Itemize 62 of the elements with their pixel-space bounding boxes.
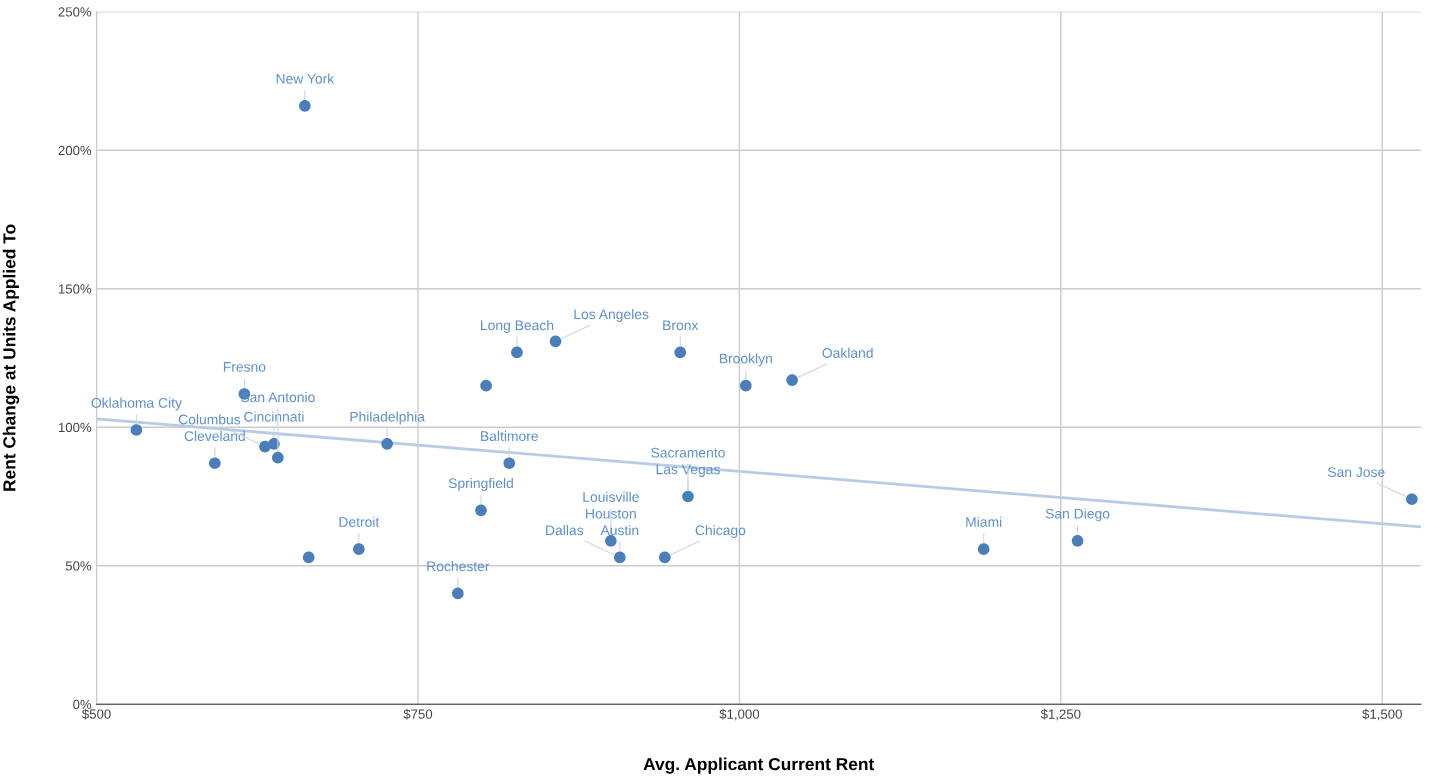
y-tick-label: 250% bbox=[58, 7, 92, 17]
point bbox=[1406, 493, 1418, 506]
y-tick-label: 100% bbox=[58, 422, 92, 433]
annotation: Oklahoma City bbox=[91, 397, 182, 411]
annotation: Columbus bbox=[178, 414, 241, 425]
annotation: San Diego bbox=[1045, 508, 1110, 522]
y-tick-label: 50% bbox=[65, 561, 92, 571]
annotation: Austin bbox=[600, 525, 639, 536]
y-axis-title: Rent Change at Units Applied To bbox=[2, 224, 20, 491]
annotation: Rochester bbox=[427, 561, 490, 572]
annotation: Chicago bbox=[695, 525, 746, 538]
point bbox=[682, 490, 694, 503]
point bbox=[1071, 534, 1084, 547]
point bbox=[786, 374, 798, 386]
annotation: Long Beach bbox=[481, 320, 554, 333]
point bbox=[268, 438, 280, 450]
point bbox=[452, 587, 464, 600]
annotation: Fresno bbox=[223, 362, 266, 372]
point bbox=[740, 379, 752, 392]
annotation: San Jose bbox=[1327, 467, 1385, 478]
point bbox=[302, 551, 315, 564]
annotation: Houston bbox=[586, 508, 636, 519]
annotation: Cleveland bbox=[184, 430, 245, 442]
annotation: Las Vegas bbox=[656, 464, 720, 478]
point bbox=[674, 346, 687, 359]
x-tick-label: $1,250 bbox=[1040, 708, 1081, 721]
annotation: Brooklyn bbox=[719, 353, 772, 367]
annotation: Springfield bbox=[448, 477, 513, 491]
annotation: Cincinnati bbox=[244, 411, 304, 422]
point bbox=[299, 100, 311, 112]
point bbox=[480, 379, 492, 392]
point bbox=[475, 504, 487, 517]
point bbox=[503, 457, 516, 470]
x-tick-label: $1,500 bbox=[1362, 708, 1402, 721]
annotation: New York bbox=[276, 73, 335, 84]
annotation: Bronx bbox=[663, 320, 699, 331]
point bbox=[659, 551, 671, 564]
x-tick-label: $500 bbox=[82, 708, 111, 720]
y-tick-label: 150% bbox=[58, 284, 92, 294]
annotation: Dallas bbox=[546, 525, 584, 536]
annotation: Detroit bbox=[339, 516, 380, 527]
point bbox=[549, 335, 562, 348]
point bbox=[272, 451, 284, 464]
y-tick-label: 0% bbox=[73, 699, 92, 710]
point bbox=[977, 543, 990, 555]
point bbox=[614, 551, 626, 564]
x-tick-label: $750 bbox=[403, 708, 433, 720]
point bbox=[511, 346, 523, 359]
annotation: Baltimore bbox=[481, 430, 538, 442]
point bbox=[130, 424, 143, 436]
annotation: Philadelphia bbox=[350, 411, 425, 425]
annotation: Miami bbox=[966, 516, 1002, 527]
x-axis-title: Avg. Applicant Current Rent bbox=[643, 757, 875, 774]
annotation: Louisville bbox=[583, 491, 639, 502]
y-tick-label: 200% bbox=[58, 145, 92, 156]
x-tick-label: $1,000 bbox=[719, 708, 760, 721]
point bbox=[209, 457, 221, 470]
annotation: Los Angeles bbox=[574, 308, 649, 322]
annotation: Oakland bbox=[822, 347, 873, 358]
point bbox=[381, 438, 393, 450]
point bbox=[353, 543, 365, 555]
annotation: Sacramento bbox=[651, 447, 725, 458]
